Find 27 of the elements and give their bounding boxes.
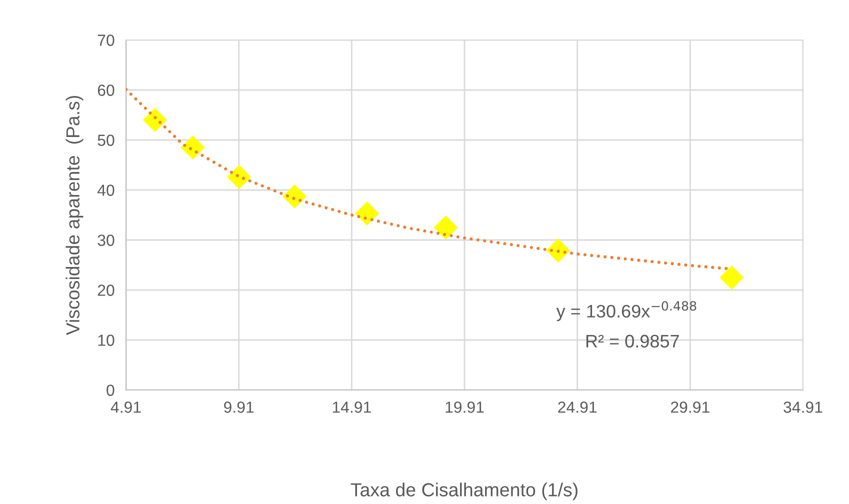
point [546, 238, 570, 263]
x-tick-label: 9.91 [224, 402, 254, 413]
y-tick-label: 60 [98, 84, 114, 96]
point [142, 108, 167, 132]
annotation: R² = 0.9857 [586, 334, 679, 348]
point [434, 215, 458, 240]
point [180, 135, 205, 160]
y-tick-label: 10 [98, 334, 114, 346]
y-axis-title: Viscosidade aparente (Pa.s) [66, 96, 84, 336]
x-tick-label: 19.91 [446, 402, 484, 413]
x-tick-label: 29.91 [670, 402, 710, 413]
y-tick-label: 30 [98, 234, 114, 246]
y-tick-label: 20 [98, 284, 114, 296]
x-tick-label: 14.91 [332, 402, 371, 413]
y-tick-label: 40 [97, 184, 114, 196]
point [354, 201, 380, 226]
point [282, 184, 307, 209]
point [720, 265, 744, 290]
x-axis-title: Taxa de Cisalhamento (1/s) [350, 482, 578, 500]
x-tick-label: 4.91 [110, 402, 141, 413]
y-tick-label: 0 [106, 384, 114, 396]
y-tick-label: 50 [98, 134, 114, 146]
point [227, 164, 252, 190]
annotation: y = 130.69x$^{−0.488}$ [556, 301, 696, 322]
x-tick-label: 34.91 [784, 402, 822, 413]
x-tick-label: 24.91 [558, 402, 597, 413]
y-tick-label: 70 [98, 34, 114, 46]
